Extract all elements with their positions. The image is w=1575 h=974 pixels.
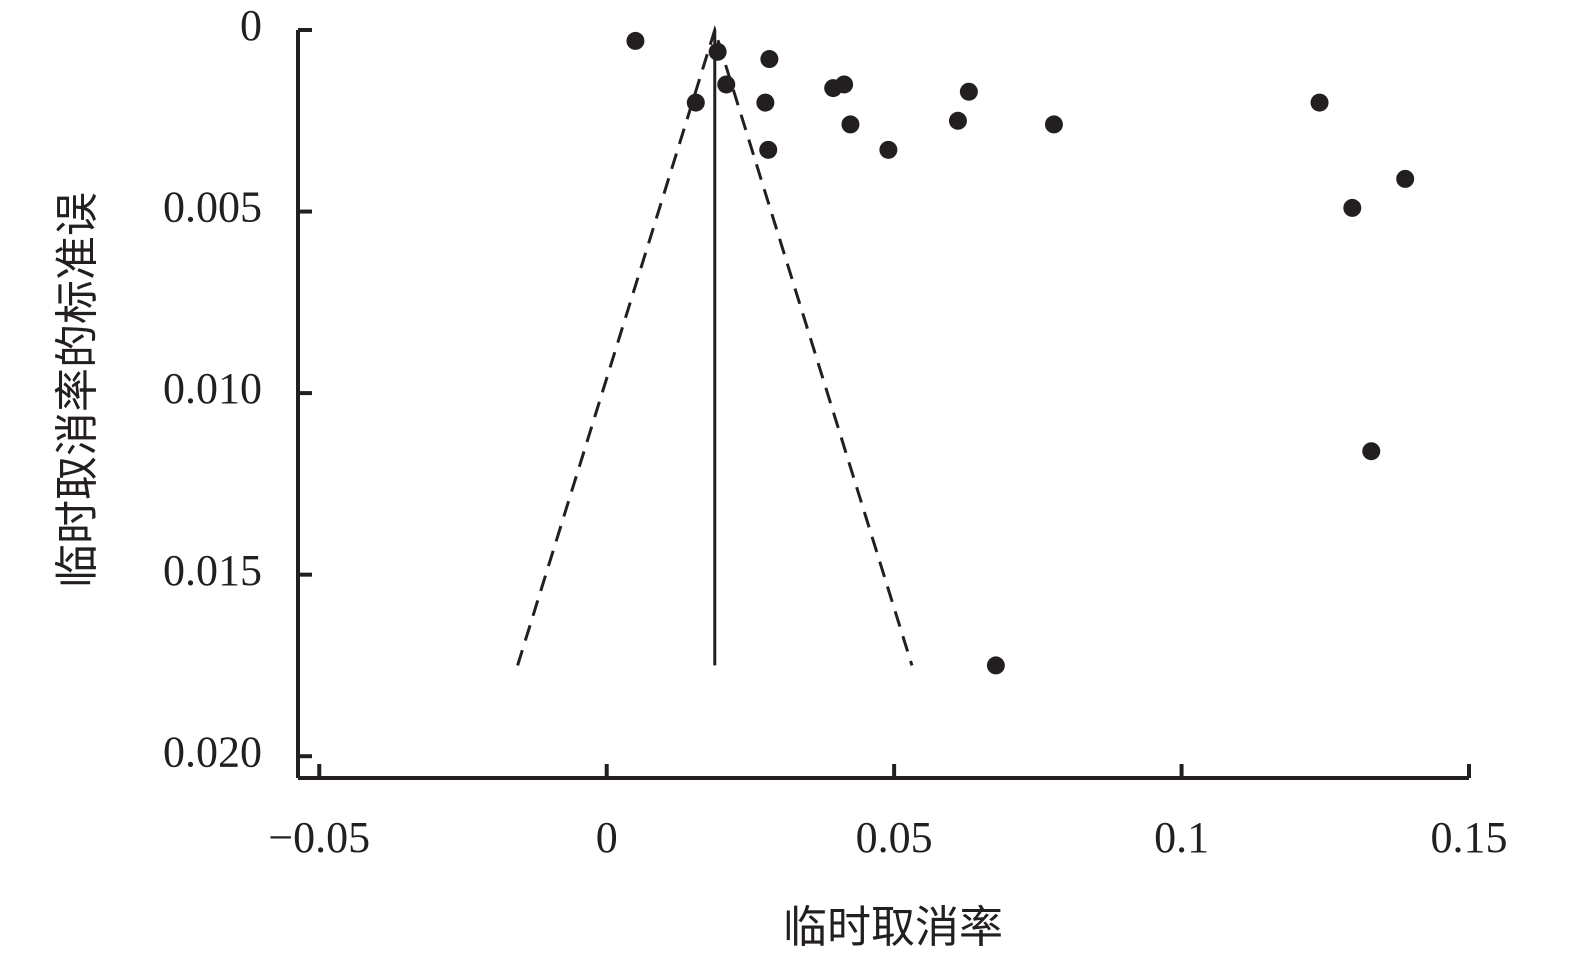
y-axis-label: 临时取消率的标准误	[53, 192, 102, 588]
y-tick-label: 0.015	[163, 546, 262, 595]
point	[948, 111, 967, 130]
point	[959, 82, 978, 101]
point	[986, 656, 1005, 675]
point	[760, 50, 779, 69]
x-axis-label: 临时取消率	[783, 903, 1003, 952]
y-tick-label: 0.005	[163, 183, 262, 232]
point	[1310, 93, 1329, 112]
point	[756, 93, 775, 112]
x-tick-label: 0.1	[1154, 813, 1209, 862]
y-tick-label: 0	[240, 1, 262, 50]
x-tick-label: 0.15	[1431, 813, 1508, 862]
point	[717, 75, 736, 94]
point	[1343, 198, 1362, 217]
y-tick-label: 0.020	[163, 727, 262, 776]
x-tick-label: −0.05	[268, 813, 370, 862]
y-tick-label: 0.010	[163, 364, 262, 413]
point	[879, 140, 898, 159]
point	[626, 31, 645, 50]
point	[686, 93, 705, 112]
x-tick-label: 0.05	[856, 813, 933, 862]
point	[1044, 115, 1063, 134]
point	[759, 140, 778, 159]
point	[1362, 442, 1381, 461]
point	[708, 42, 727, 61]
point	[835, 75, 854, 94]
x-tick-label: 0	[596, 813, 618, 862]
point	[841, 115, 860, 134]
point	[1396, 169, 1415, 188]
